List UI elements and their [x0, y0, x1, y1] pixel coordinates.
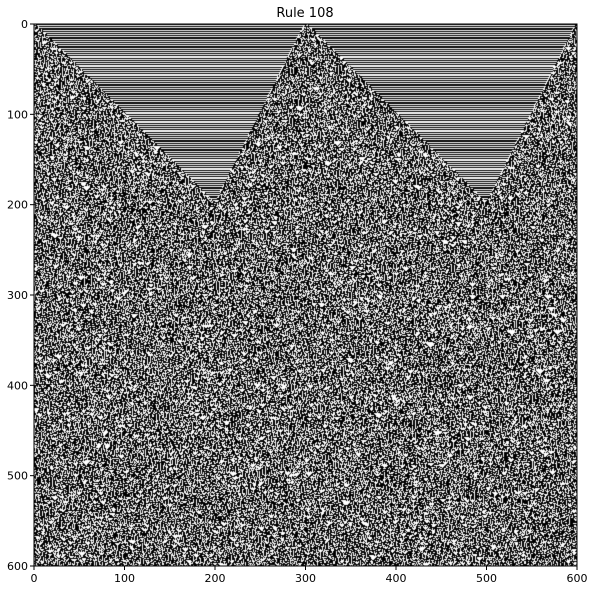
y-tick-label: 200: [7, 199, 28, 212]
x-tick-label: 100: [114, 572, 135, 585]
y-tick-label: 600: [7, 560, 28, 573]
x-tick-label: 200: [205, 572, 226, 585]
x-tick-label: 400: [386, 572, 407, 585]
x-tick-label: 600: [567, 572, 588, 585]
y-axis: 0 100 200 300 400 500 600: [7, 18, 34, 573]
y-tick-label: 500: [7, 470, 28, 483]
x-tick-label: 300: [295, 572, 316, 585]
x-tick-label: 500: [476, 572, 497, 585]
x-axis: 0 100 200 300 400 500 600: [31, 566, 588, 585]
y-tick-label: 0: [21, 18, 28, 31]
heatmap: [34, 24, 577, 566]
y-tick-label: 400: [7, 379, 28, 392]
plot-area: [33, 23, 578, 567]
y-tick-label: 300: [7, 289, 28, 302]
y-tick-label: 100: [7, 108, 28, 121]
chart-title: Rule 108: [276, 6, 333, 21]
x-tick-label: 0: [31, 572, 38, 585]
